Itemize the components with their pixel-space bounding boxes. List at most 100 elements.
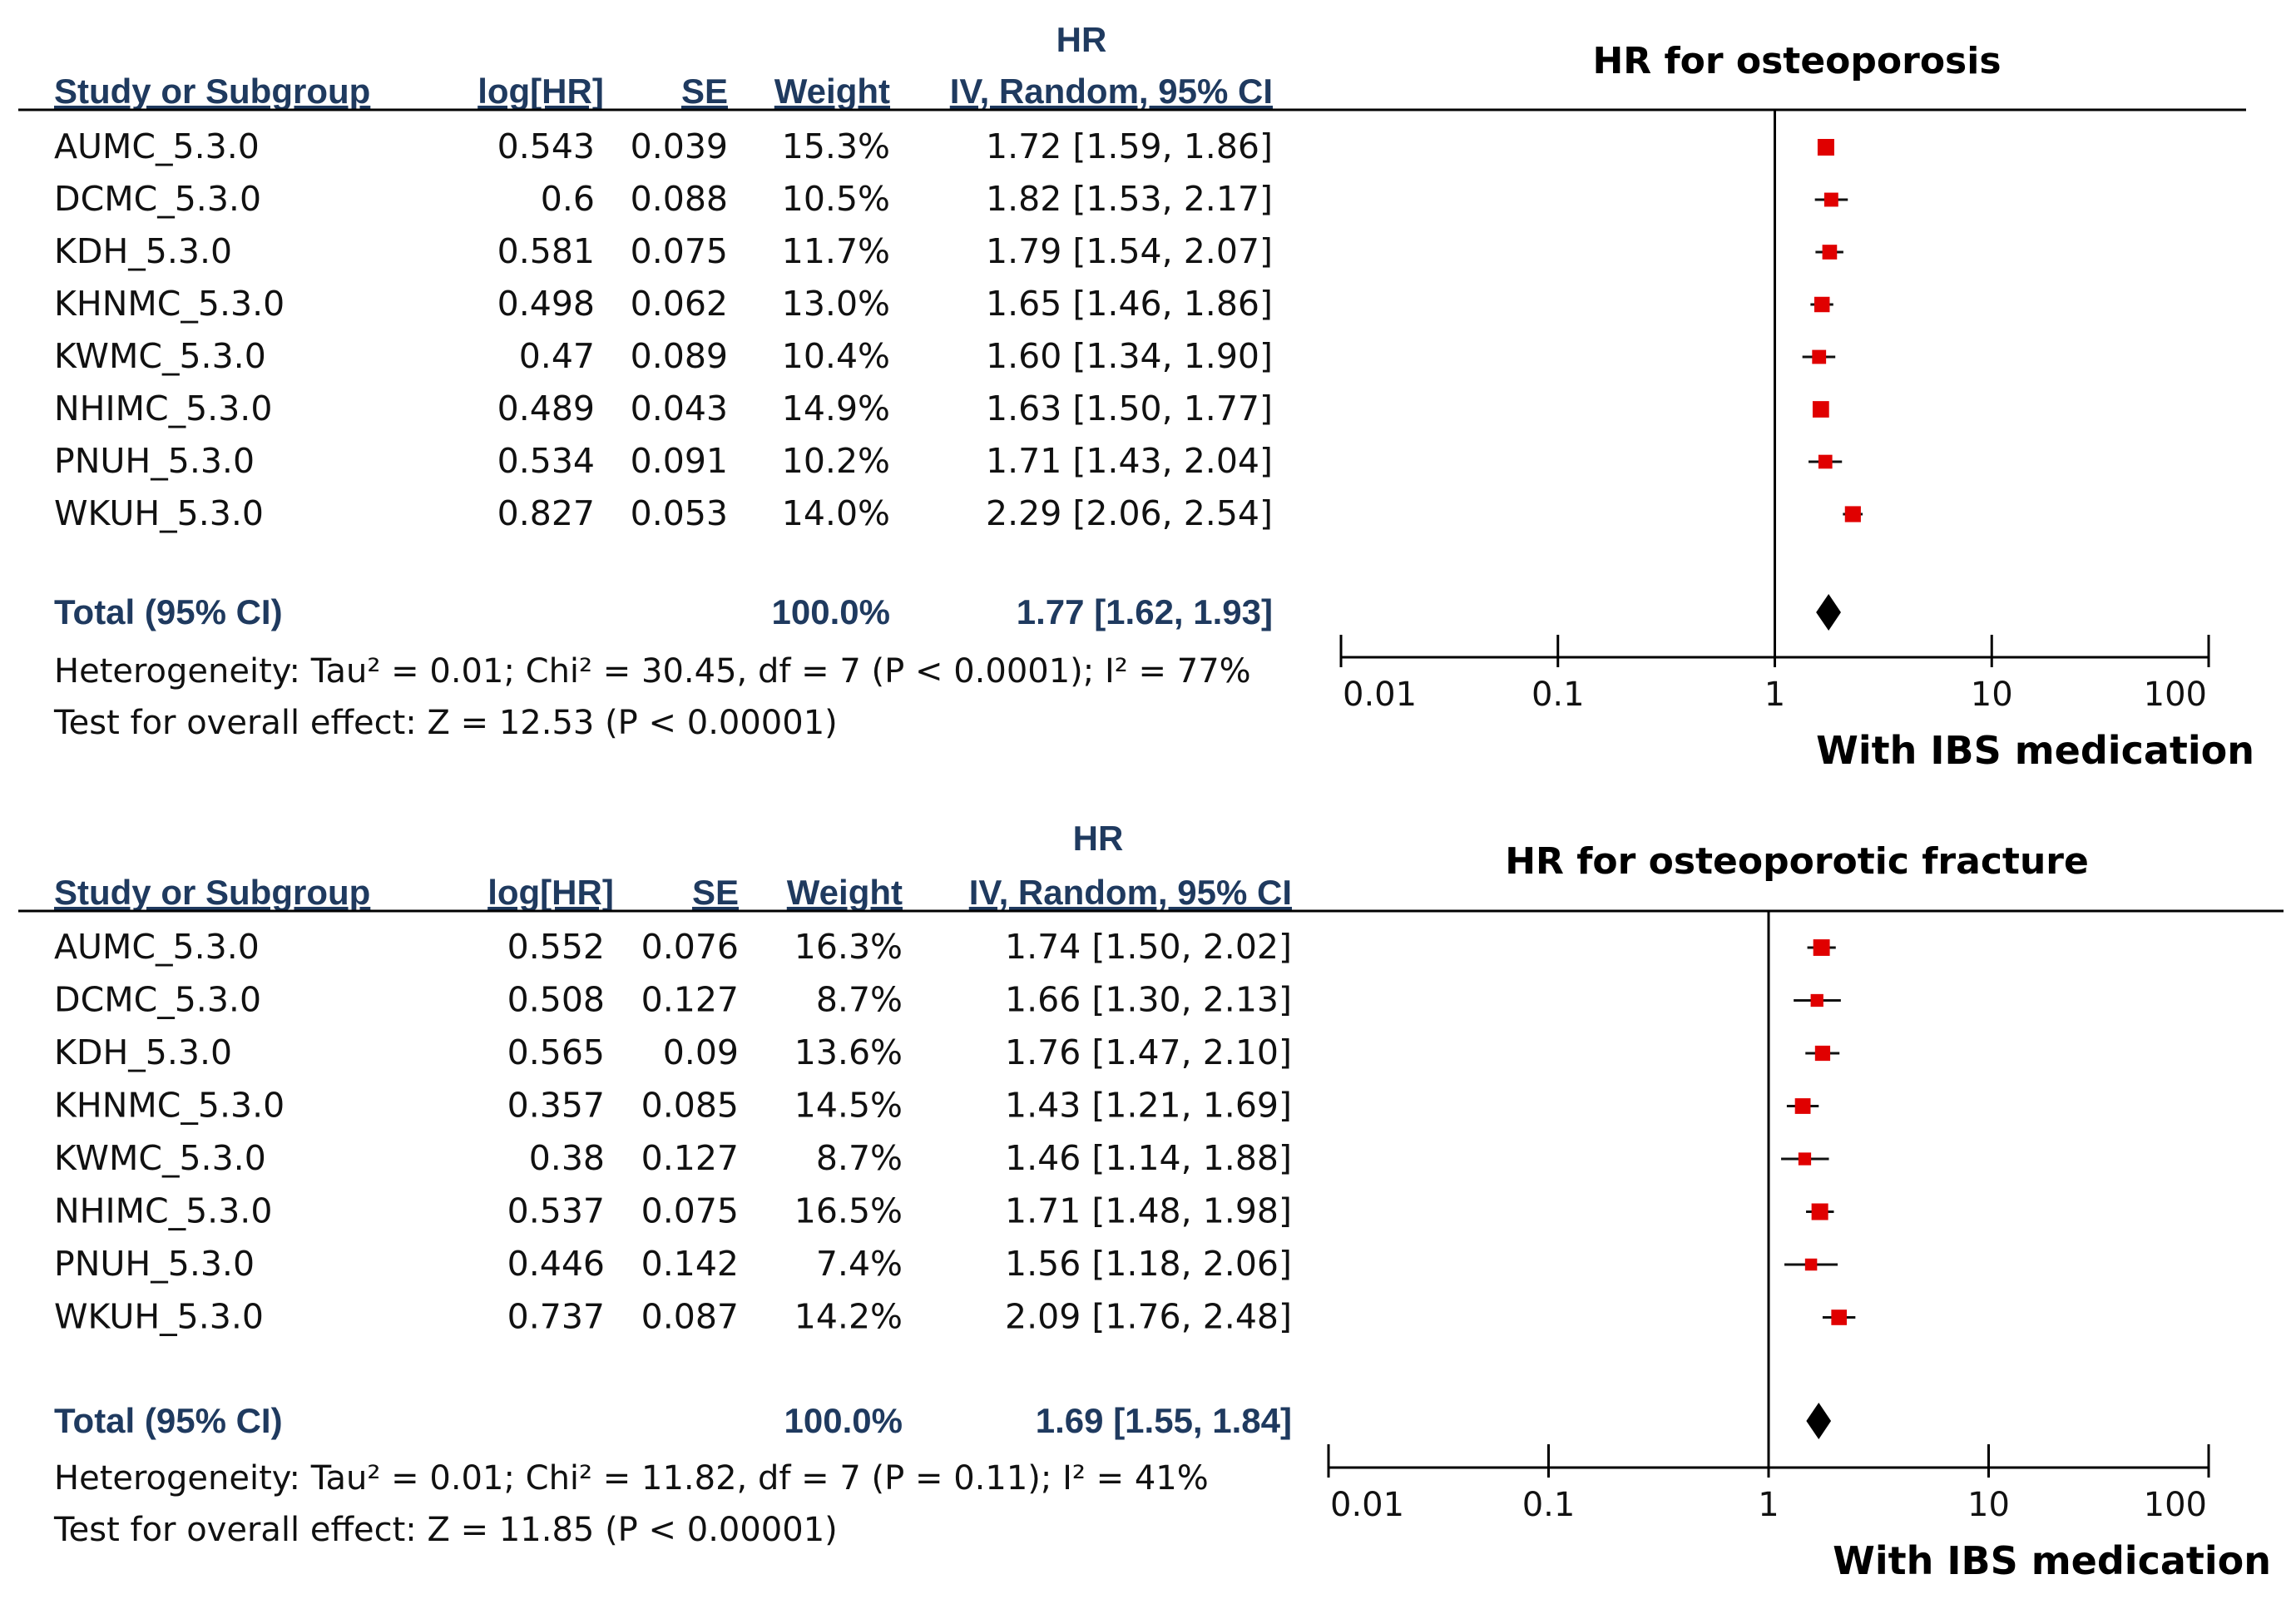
study-name: DCMC_5.3.0 xyxy=(54,179,261,219)
total-hr-ci: 1.69 [1.55, 1.84] xyxy=(1036,1401,1292,1440)
table-row: KWMC_5.3.0 0.38 0.127 8.7% 1.46 [1.14, 1.88] xyxy=(54,1138,1829,1178)
study-log-hr: 0.489 xyxy=(497,389,595,428)
study-hr-ci: 1.63 [1.50, 1.77] xyxy=(986,389,1273,428)
study-weight: 16.3% xyxy=(794,927,903,967)
table-row: KHNMC_5.3.0 0.357 0.085 14.5% 1.43 [1.21, 1.… xyxy=(54,1086,1819,1126)
table-row: DCMC_5.3.0 0.6 0.088 10.5% 1.82 [1.53, 2.17] xyxy=(54,179,1848,219)
table-row: KWMC_5.3.0 0.47 0.089 10.4% 1.60 [1.34, 1.90… xyxy=(54,336,1836,376)
overall-effect-text: Test for overall effect: Z = 12.53 (P < … xyxy=(53,704,838,742)
table-row: WKUH_5.3.0 0.737 0.087 14.2% 2.09 [1.76, 2.4… xyxy=(54,1297,1856,1337)
study-hr-ci: 1.71 [1.48, 1.98] xyxy=(1005,1191,1292,1231)
study-log-hr: 0.38 xyxy=(529,1138,605,1178)
study-log-hr: 0.565 xyxy=(507,1032,605,1072)
study-log-hr: 0.47 xyxy=(519,336,595,376)
total-row: Total (95% CI) 100.0% 1.77 [1.62, 1.93] xyxy=(54,592,1841,631)
study-hr-ci: 1.43 [1.21, 1.69] xyxy=(1005,1086,1292,1126)
study-weight: 14.0% xyxy=(782,493,890,533)
effect-marker xyxy=(1823,192,1838,207)
x-tick-label: 0.01 xyxy=(1330,1486,1404,1524)
study-se: 0.043 xyxy=(631,389,728,428)
column-header-weight: Weight xyxy=(774,72,890,111)
effect-marker xyxy=(1814,1045,1831,1062)
plot-title: HR for osteoporosis xyxy=(1592,40,2001,82)
study-name: PNUH_5.3.0 xyxy=(54,441,255,481)
effect-marker xyxy=(1810,993,1823,1007)
table-row: WKUH_5.3.0 0.827 0.053 14.0% 2.29 [2.06, 2.5… xyxy=(54,493,1863,533)
hr-header: HR xyxy=(1056,20,1107,59)
x-tick-label: 0.1 xyxy=(1531,676,1585,714)
x-axis-label: With IBS medication xyxy=(1816,728,2254,773)
effect-marker xyxy=(1812,349,1827,364)
column-header-study: Study or Subgroup xyxy=(54,873,370,912)
study-hr-ci: 2.29 [2.06, 2.54] xyxy=(986,493,1273,533)
study-log-hr: 0.543 xyxy=(497,126,595,166)
study-hr-ci: 1.71 [1.43, 2.04] xyxy=(986,441,1273,481)
column-header-weight: Weight xyxy=(787,873,903,912)
study-se: 0.062 xyxy=(631,284,728,324)
column-header-se: SE xyxy=(692,873,739,912)
study-weight: 10.5% xyxy=(782,179,890,219)
study-name: KDH_5.3.0 xyxy=(54,1032,232,1072)
study-log-hr: 0.6 xyxy=(541,179,595,219)
study-weight: 14.2% xyxy=(794,1297,903,1337)
study-weight: 7.4% xyxy=(816,1244,903,1284)
x-tick-label: 100 xyxy=(2144,676,2207,714)
study-hr-ci: 1.79 [1.54, 2.07] xyxy=(986,231,1273,271)
x-tick-label: 10 xyxy=(1971,676,2013,714)
x-axis-label: With IBS medication xyxy=(1833,1538,2271,1583)
total-weight: 100.0% xyxy=(772,592,890,631)
study-hr-ci: 1.65 [1.46, 1.86] xyxy=(986,284,1273,324)
study-se: 0.075 xyxy=(641,1191,739,1231)
study-weight: 10.4% xyxy=(782,336,890,376)
column-header-ci: IV, Random, 95% CI xyxy=(969,873,1292,912)
table-row: NHIMC_5.3.0 0.537 0.075 16.5% 1.71 [1.48, 1.… xyxy=(54,1191,1834,1231)
study-hr-ci: 2.09 [1.76, 2.48] xyxy=(1005,1297,1292,1337)
effect-marker xyxy=(1822,245,1838,260)
study-se: 0.087 xyxy=(641,1297,739,1337)
effect-marker xyxy=(1798,1152,1812,1166)
table-row: NHIMC_5.3.0 0.489 0.043 14.9% 1.63 [1.50, 1.… xyxy=(54,389,1829,428)
study-se: 0.088 xyxy=(631,179,728,219)
study-name: NHIMC_5.3.0 xyxy=(54,389,272,428)
x-tick-label: 0.1 xyxy=(1522,1486,1576,1524)
x-tick-label: 100 xyxy=(2144,1486,2207,1524)
study-name: KHNMC_5.3.0 xyxy=(54,1086,285,1126)
heterogeneity-text: Heterogeneity: Tau² = 0.01; Chi² = 11.82… xyxy=(54,1459,1209,1498)
column-header-ci: IV, Random, 95% CI xyxy=(950,72,1273,111)
overall-effect-text: Test for overall effect: Z = 11.85 (P < … xyxy=(53,1511,838,1549)
study-log-hr: 0.446 xyxy=(507,1244,605,1284)
study-log-hr: 0.498 xyxy=(497,284,595,324)
study-se: 0.142 xyxy=(641,1244,739,1284)
column-header-loghr: log[HR] xyxy=(478,72,604,111)
study-weight: 8.7% xyxy=(816,980,903,1020)
study-se: 0.085 xyxy=(641,1086,739,1126)
study-se: 0.076 xyxy=(641,927,739,967)
study-hr-ci: 1.56 [1.18, 2.06] xyxy=(1005,1244,1292,1284)
hr-header: HR xyxy=(1073,819,1124,858)
total-weight: 100.0% xyxy=(784,1401,903,1440)
study-name: PNUH_5.3.0 xyxy=(54,1244,255,1284)
pooled-diamond xyxy=(1806,1403,1832,1439)
study-weight: 13.6% xyxy=(794,1032,903,1072)
x-tick-label: 1 xyxy=(1764,676,1785,714)
study-log-hr: 0.534 xyxy=(497,441,595,481)
study-hr-ci: 1.74 [1.50, 2.02] xyxy=(1005,927,1292,967)
forest-panel-1: HR Study or Subgroup log[HR] SE Weight IV, Ra… xyxy=(18,20,2254,773)
study-log-hr: 0.508 xyxy=(507,980,605,1020)
effect-marker xyxy=(1804,1258,1818,1271)
study-log-hr: 0.552 xyxy=(507,927,605,967)
study-name: DCMC_5.3.0 xyxy=(54,980,261,1020)
forest-panel-2: HR Study or Subgroup log[HR] SE Weight IV, Ra… xyxy=(18,819,2284,1583)
column-header-se: SE xyxy=(681,72,728,111)
effect-marker xyxy=(1831,1309,1847,1325)
study-se: 0.127 xyxy=(641,980,739,1020)
study-hr-ci: 1.60 [1.34, 1.90] xyxy=(986,336,1273,376)
total-hr-ci: 1.77 [1.62, 1.93] xyxy=(1017,592,1273,631)
effect-marker xyxy=(1794,1098,1811,1114)
x-tick-label: 0.01 xyxy=(1343,676,1417,714)
effect-marker xyxy=(1817,139,1834,156)
x-axis: 0.01 0.1 1 10 100 With IBS medication xyxy=(1339,635,2254,773)
study-log-hr: 0.357 xyxy=(507,1086,605,1126)
study-weight: 11.7% xyxy=(782,231,890,271)
